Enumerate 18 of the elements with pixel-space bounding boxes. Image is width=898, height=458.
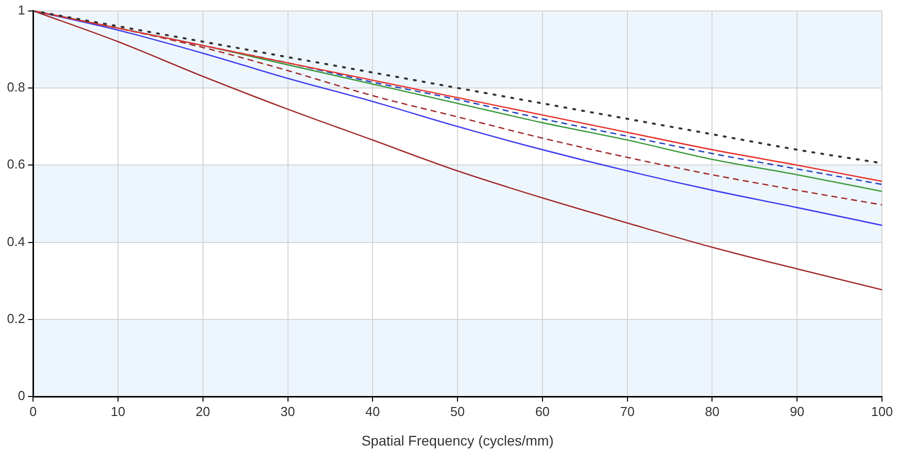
y-tick-label: 0 bbox=[18, 388, 26, 404]
x-tick-label: 100 bbox=[871, 404, 893, 419]
y-tick-label: 0.6 bbox=[6, 156, 26, 172]
x-tick-label: 90 bbox=[790, 404, 804, 419]
x-tick-label: 0 bbox=[29, 404, 37, 419]
y-tick-label: 1 bbox=[18, 2, 26, 18]
x-tick-label: 50 bbox=[450, 404, 465, 419]
y-tick-label: 0.2 bbox=[6, 311, 26, 326]
x-tick-label: 30 bbox=[280, 404, 295, 419]
y-tick-label: 0.8 bbox=[6, 80, 26, 95]
x-tick-label: 10 bbox=[110, 404, 126, 419]
y-tick-label: 0.4 bbox=[6, 234, 26, 249]
x-axis-title: Spatial Frequency (cycles/mm) bbox=[361, 432, 554, 448]
x-tick-label: 80 bbox=[704, 404, 720, 419]
x-tick-label: 40 bbox=[365, 404, 380, 419]
x-tick-label: 20 bbox=[196, 404, 210, 419]
x-tick-label: 70 bbox=[620, 404, 635, 419]
x-tick-label: 60 bbox=[535, 404, 550, 419]
